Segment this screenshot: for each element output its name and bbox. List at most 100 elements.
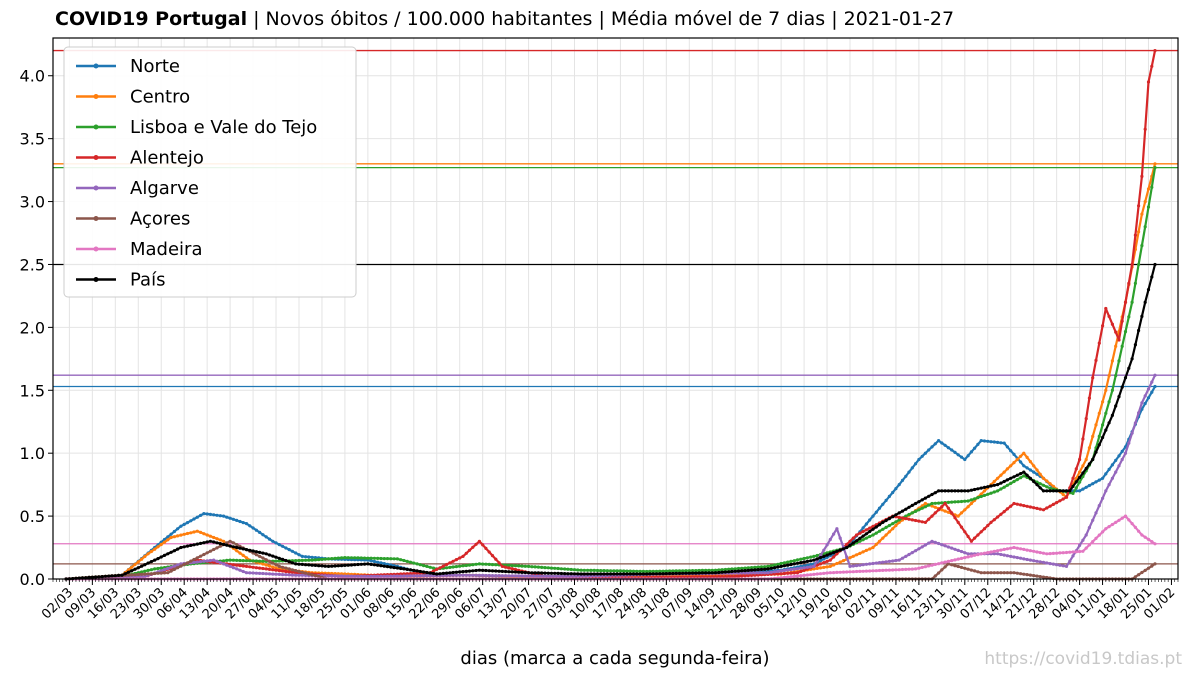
data-point: [1114, 330, 1118, 334]
data-point: [999, 487, 1003, 491]
data-point: [825, 553, 829, 557]
data-point: [412, 561, 416, 565]
watermark: https://covid19.tdias.pt: [984, 649, 1182, 669]
data-point: [1005, 445, 1010, 449]
data-point: [1025, 466, 1029, 470]
data-point: [631, 572, 636, 576]
data-point: [979, 552, 983, 556]
data-point: [556, 571, 560, 576]
data-point: [766, 567, 770, 571]
data-point: [966, 454, 970, 458]
series-País: [64, 262, 1157, 581]
data-point: [1028, 468, 1032, 472]
data-point: [605, 572, 609, 576]
data-point: [858, 536, 862, 541]
data-point: [1002, 441, 1006, 445]
data-point: [1055, 551, 1059, 555]
data-point: [887, 530, 892, 534]
data-point: [494, 557, 498, 561]
data-point: [162, 553, 167, 558]
data-point: [408, 568, 413, 572]
data-point: [999, 481, 1003, 485]
data-point: [923, 520, 928, 525]
data-point: [838, 536, 842, 540]
data-point: [1061, 564, 1065, 568]
data-point: [284, 546, 288, 550]
data-point: [274, 563, 278, 567]
data-point: [858, 551, 862, 556]
data-point: [943, 544, 947, 548]
data-point: [317, 574, 321, 579]
data-point: [1130, 300, 1134, 304]
data-point: [1143, 300, 1147, 304]
data-point: [1048, 562, 1052, 566]
data-point: [1091, 518, 1095, 522]
data-point: [822, 571, 826, 576]
data-point: [474, 573, 478, 577]
data-point: [996, 476, 1000, 480]
data-point: [540, 565, 544, 570]
data-point: [464, 569, 468, 574]
data-point: [310, 573, 314, 577]
data-point: [1009, 554, 1013, 559]
data-point: [1038, 486, 1042, 490]
data-point: [602, 569, 606, 573]
data-point: [799, 566, 803, 570]
y-tick-label: 2.0: [20, 318, 45, 337]
data-point: [294, 573, 298, 577]
data-point: [1002, 479, 1006, 484]
data-point: [943, 443, 947, 447]
data-point: [753, 573, 757, 577]
data-point: [1117, 359, 1121, 363]
data-point: [855, 533, 859, 537]
data-point: [477, 539, 481, 543]
data-point: [877, 529, 882, 533]
data-point: [658, 572, 662, 576]
data-point: [592, 572, 596, 576]
data-point: [786, 560, 790, 564]
data-point: [661, 569, 665, 573]
data-point: [1087, 396, 1091, 400]
data-point: [779, 569, 783, 573]
data-point: [825, 543, 829, 547]
data-point: [877, 568, 882, 573]
data-point: [900, 567, 905, 572]
data-point: [1137, 262, 1141, 267]
data-point: [445, 573, 449, 578]
data-point: [973, 487, 977, 492]
data-point: [861, 550, 865, 554]
data-point: [868, 526, 872, 530]
data-point: [1032, 549, 1036, 553]
data-point: [153, 571, 157, 576]
data-point: [382, 562, 386, 566]
data-point: [923, 505, 928, 509]
data-point: [1137, 230, 1141, 234]
y-tick-label: 1.5: [20, 381, 45, 400]
data-point: [222, 559, 226, 563]
data-point: [910, 551, 914, 555]
data-point: [894, 523, 898, 528]
legend-label: Madeira: [130, 239, 203, 260]
data-point: [1061, 551, 1065, 555]
data-point: [1114, 520, 1118, 525]
data-point: [1143, 568, 1147, 573]
data-point: [300, 573, 304, 577]
data-point: [795, 567, 800, 571]
data-point: [809, 559, 813, 563]
data-point: [700, 571, 705, 575]
data-point: [704, 568, 708, 573]
data-point: [326, 564, 331, 569]
data-point: [759, 571, 764, 575]
data-point: [333, 556, 337, 561]
data-point: [267, 567, 272, 572]
data-point: [756, 565, 760, 569]
data-point: [1084, 466, 1088, 471]
data-point: [248, 571, 252, 575]
data-point: [215, 537, 219, 541]
data-point: [884, 533, 888, 537]
data-point: [300, 562, 304, 567]
data-point: [343, 556, 347, 560]
data-point: [677, 569, 682, 573]
data-point: [822, 561, 826, 565]
data-point: [235, 545, 239, 550]
